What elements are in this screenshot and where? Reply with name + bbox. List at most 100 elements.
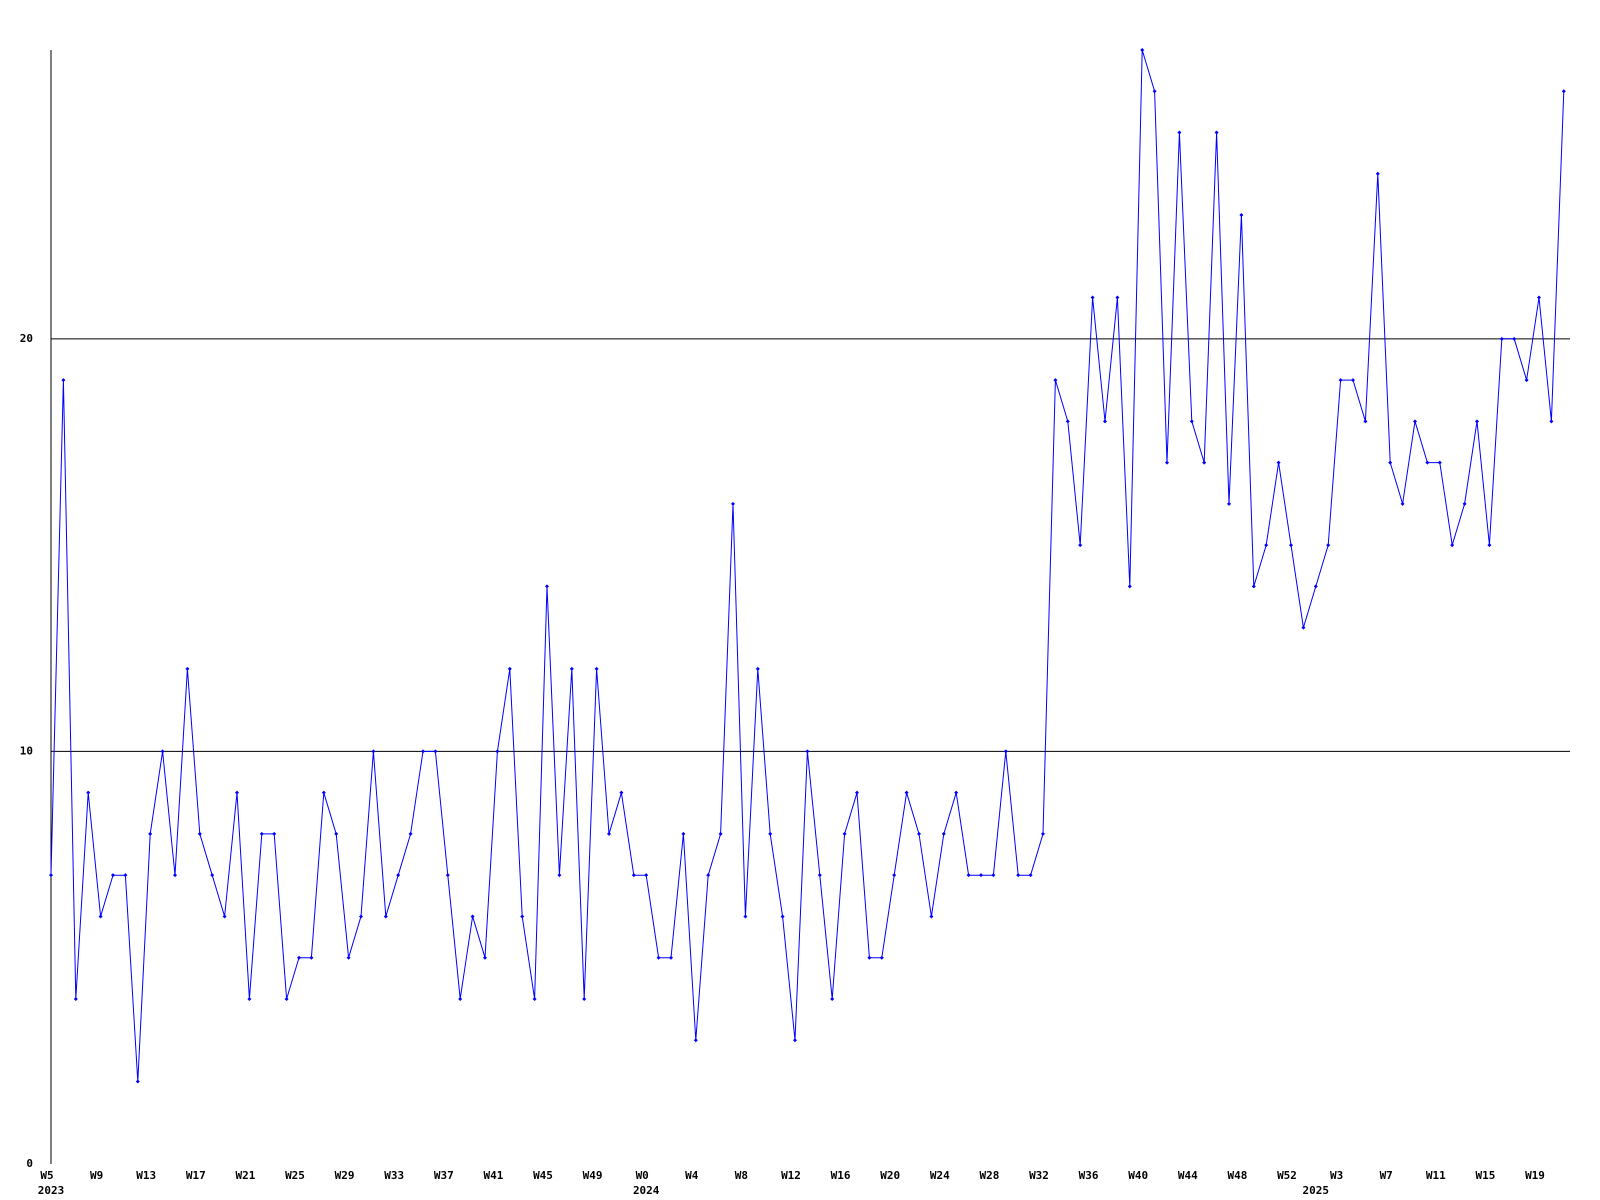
x-tick-label: W11: [1426, 1169, 1446, 1182]
data-point: [1338, 378, 1343, 383]
year-label: 2024: [633, 1184, 660, 1197]
data-point: [1165, 460, 1169, 465]
x-tick-label: W25: [285, 1169, 305, 1182]
x-tick-label: W17: [186, 1169, 206, 1182]
x-tick-label: W33: [384, 1169, 404, 1182]
data-point: [842, 831, 847, 836]
data-point: [1276, 460, 1281, 465]
data-point: [61, 378, 66, 383]
data-point: [148, 831, 153, 836]
data-point: [966, 873, 971, 878]
data-point: [1152, 89, 1157, 94]
x-tick-label: W37: [434, 1169, 454, 1182]
x-tick-label: W4: [685, 1169, 699, 1182]
data-point: [1524, 378, 1529, 383]
data-point: [197, 831, 202, 836]
data-point: [979, 873, 983, 878]
data-point: [1413, 419, 1417, 424]
data-point: [1227, 501, 1231, 506]
data-point: [135, 1079, 140, 1084]
data-point: [532, 996, 537, 1001]
data-point: [383, 914, 388, 919]
data-point: [86, 790, 91, 795]
data-point: [321, 790, 326, 795]
data-point: [259, 831, 264, 836]
x-tick-label: W8: [735, 1169, 748, 1182]
data-point: [1499, 336, 1504, 341]
data-point: [123, 873, 128, 878]
data-point: [1090, 295, 1095, 300]
x-tick-label: W36: [1079, 1169, 1099, 1182]
data-point: [98, 914, 103, 919]
data-point: [619, 790, 624, 795]
x-tick-label: W9: [90, 1169, 103, 1182]
data-point: [879, 955, 884, 960]
y-tick-label: 0: [26, 1157, 33, 1170]
data-point: [495, 749, 500, 754]
x-tick-label: W40: [1128, 1169, 1148, 1182]
x-tick-label: W0: [636, 1169, 649, 1182]
data-point: [284, 996, 289, 1001]
data-point: [805, 749, 810, 754]
data-point: [1549, 419, 1554, 424]
data-point: [247, 996, 252, 1001]
data-point: [1462, 501, 1467, 506]
year-label: 2025: [1303, 1184, 1330, 1197]
data-point: [1313, 584, 1318, 589]
y-tick-label: 10: [20, 744, 33, 757]
x-tick-label: W32: [1029, 1169, 1049, 1182]
data-point: [594, 666, 599, 671]
data-point: [1251, 584, 1256, 589]
data-point: [1301, 625, 1306, 630]
data-point: [607, 831, 611, 836]
data-point: [49, 873, 53, 878]
data-point: [1512, 336, 1517, 341]
data-point: [817, 873, 822, 878]
data-point: [1065, 419, 1070, 424]
data-point: [433, 749, 438, 754]
data-point: [1475, 419, 1479, 424]
data-point: [507, 666, 512, 671]
data-point: [644, 873, 649, 878]
data-point: [222, 914, 227, 919]
data-point: [545, 584, 549, 589]
data-point: [272, 831, 277, 836]
data-point: [731, 501, 735, 506]
data-point: [830, 996, 835, 1001]
x-tick-label: W13: [136, 1169, 156, 1182]
data-point: [631, 873, 636, 878]
data-point: [235, 790, 239, 795]
data-point: [1400, 501, 1405, 506]
data-point: [793, 1038, 797, 1043]
data-point: [1437, 460, 1442, 465]
data-point: [569, 666, 574, 671]
x-tick-label: W44: [1178, 1169, 1198, 1182]
data-point: [1326, 543, 1331, 548]
y-tick-label: 20: [20, 332, 33, 345]
year-label: 2023: [38, 1184, 65, 1197]
data-point: [73, 996, 78, 1001]
data-line: [50, 49, 1565, 1082]
data-point: [1003, 749, 1008, 754]
data-point: [718, 831, 723, 836]
data-point: [1388, 460, 1393, 465]
data-point: [334, 831, 339, 836]
data-point: [1375, 171, 1380, 176]
data-point: [297, 955, 301, 960]
data-point: [1103, 419, 1107, 424]
data-point: [1115, 295, 1120, 300]
data-point: [421, 749, 425, 754]
data-point: [656, 955, 661, 960]
data-point: [396, 873, 401, 878]
x-tick-label: W20: [880, 1169, 900, 1182]
data-point: [309, 955, 314, 960]
data-point: [917, 831, 921, 836]
data-point: [1053, 378, 1058, 383]
data-point: [1041, 831, 1045, 836]
data-point: [483, 955, 487, 960]
data-point: [408, 831, 413, 836]
data-point: [904, 790, 909, 795]
x-tick-label: W48: [1227, 1169, 1247, 1182]
data-point: [1450, 543, 1455, 548]
